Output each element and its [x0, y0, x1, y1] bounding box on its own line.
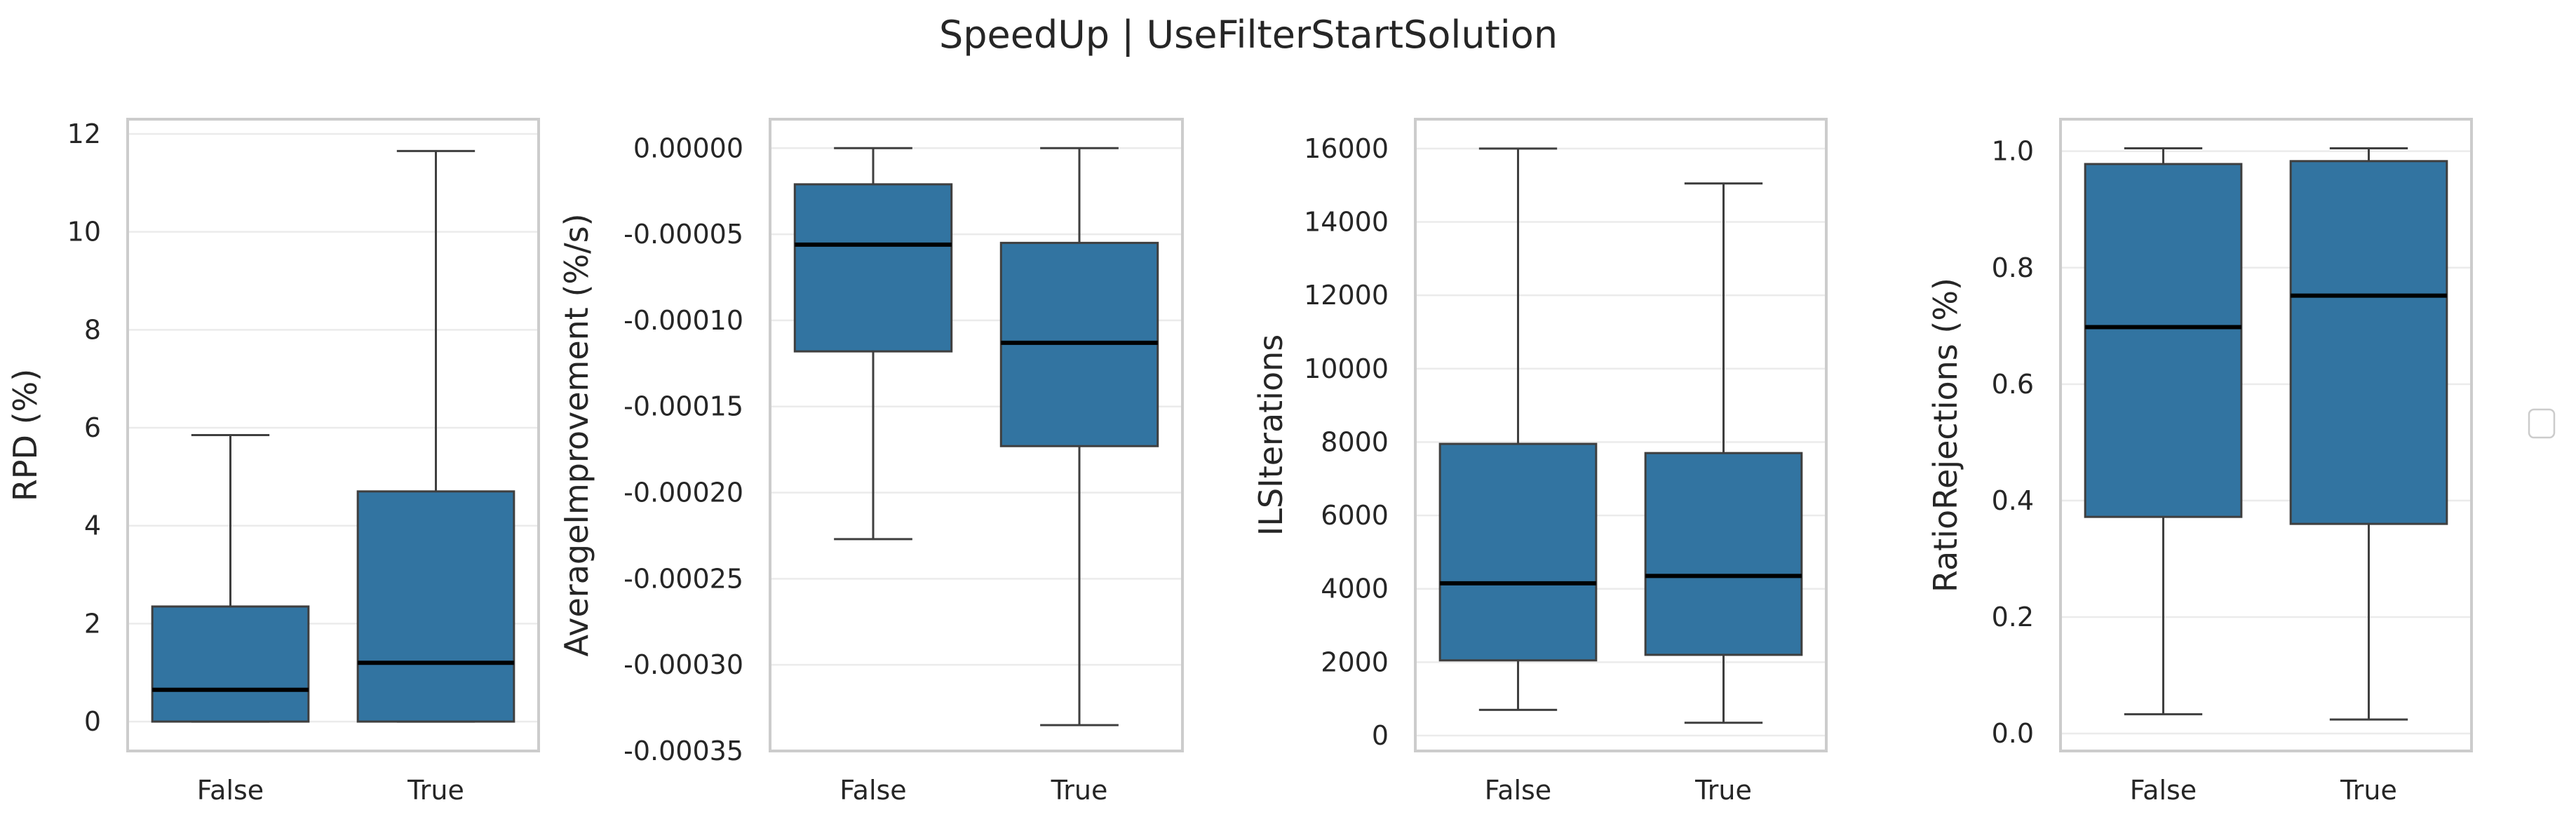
- iqr-box: [151, 605, 310, 723]
- subplots: 0 2 4 6 8 10 12 False True RPD (%) 0.00000 -0.00005…: [6, 118, 2473, 806]
- box-true: [356, 149, 515, 723]
- box-false: [151, 434, 310, 723]
- x-tick-label: True: [407, 775, 464, 806]
- y-tick-label: -0.00010: [623, 305, 743, 336]
- axes-frame: [126, 118, 540, 752]
- y-tick-label: 0: [84, 706, 101, 737]
- x-tick-label: False: [839, 775, 906, 806]
- y-tick-label: -0.00015: [623, 391, 743, 422]
- y-tick-label: 16000: [1304, 133, 1389, 164]
- x-tick-label: False: [197, 775, 264, 806]
- y-tick-label: 8: [84, 314, 101, 345]
- y-tick-label: 6: [84, 412, 101, 443]
- axes-frame: [1414, 118, 1828, 752]
- y-tick-label: 8000: [1321, 426, 1389, 457]
- y-tick-label: 0.00000: [633, 133, 743, 163]
- x-tick-label: True: [1694, 775, 1752, 806]
- y-tick-label: 0: [1372, 720, 1389, 751]
- y-tick-label: 0.8: [1992, 252, 2034, 283]
- y-tick-label: 0.0: [1992, 718, 2034, 749]
- y-tick-label: 4000: [1321, 574, 1389, 604]
- x-tick-label: True: [1051, 775, 1108, 806]
- y-axis-label: ILSIterations: [1252, 334, 1290, 536]
- iqr-box: [356, 490, 515, 723]
- y-tick-label: -0.00005: [623, 219, 743, 250]
- y-tick-label: 14000: [1304, 207, 1389, 238]
- box-false: [1438, 147, 1598, 711]
- y-tick-label: 2: [84, 608, 101, 639]
- figure-title: SpeedUp | UseFilterStartSolution: [939, 13, 1558, 57]
- y-tick-label: 10000: [1304, 353, 1389, 384]
- iqr-box: [1644, 452, 1803, 656]
- subplot-3: 0 2000 4000 6000 8000 10000 12000 14000 16000 Fal…: [1252, 118, 1828, 806]
- y-axis-label: RatioRejections (%): [1927, 278, 1964, 593]
- x-tick-label: True: [2340, 775, 2397, 806]
- subplot-4: 0.0 0.2 0.4 0.6 0.8 1.0 False True RatioRejectio…: [1927, 118, 2473, 806]
- y-tick-label: 0.4: [1992, 485, 2034, 516]
- box-true: [999, 147, 1159, 726]
- axes-frame: [769, 118, 1184, 752]
- y-tick-label: -0.00035: [623, 736, 743, 766]
- y-axis-label: AverageImprovement (%/s): [558, 213, 595, 656]
- y-tick-label: 4: [84, 510, 101, 541]
- y-tick-label: 2000: [1321, 646, 1389, 677]
- box-false: [793, 147, 953, 541]
- subplot-2: 0.00000 -0.00005 -0.00010 -0.00015 -0.00020 -…: [558, 118, 1184, 806]
- y-tick-label: 12000: [1304, 280, 1389, 311]
- box-false: [2084, 147, 2243, 716]
- y-tick-label: 12: [67, 119, 101, 149]
- y-axis-label: RPD (%): [6, 369, 44, 501]
- y-tick-label: -0.00030: [623, 649, 743, 680]
- y-tick-label: -0.00025: [623, 563, 743, 594]
- y-tick-label: 6000: [1321, 500, 1389, 531]
- iqr-box: [793, 183, 953, 353]
- legend-box: [2528, 408, 2556, 439]
- x-tick-label: False: [1485, 775, 1551, 806]
- iqr-box: [2289, 160, 2448, 525]
- y-tick-label: -0.00020: [623, 478, 743, 508]
- iqr-box: [1438, 442, 1598, 662]
- y-tick-label: 10: [67, 217, 101, 248]
- iqr-box: [2084, 163, 2243, 518]
- axes-frame: [2059, 118, 2473, 752]
- subplot-1: 0 2 4 6 8 10 12 False True RPD (%): [6, 118, 540, 806]
- y-tick-label: 0.2: [1992, 602, 2034, 632]
- x-tick-label: False: [2130, 775, 2197, 806]
- box-true: [1644, 182, 1803, 724]
- y-tick-label: 0.6: [1992, 369, 2034, 400]
- box-true: [2289, 147, 2448, 721]
- y-tick-label: 1.0: [1992, 136, 2034, 167]
